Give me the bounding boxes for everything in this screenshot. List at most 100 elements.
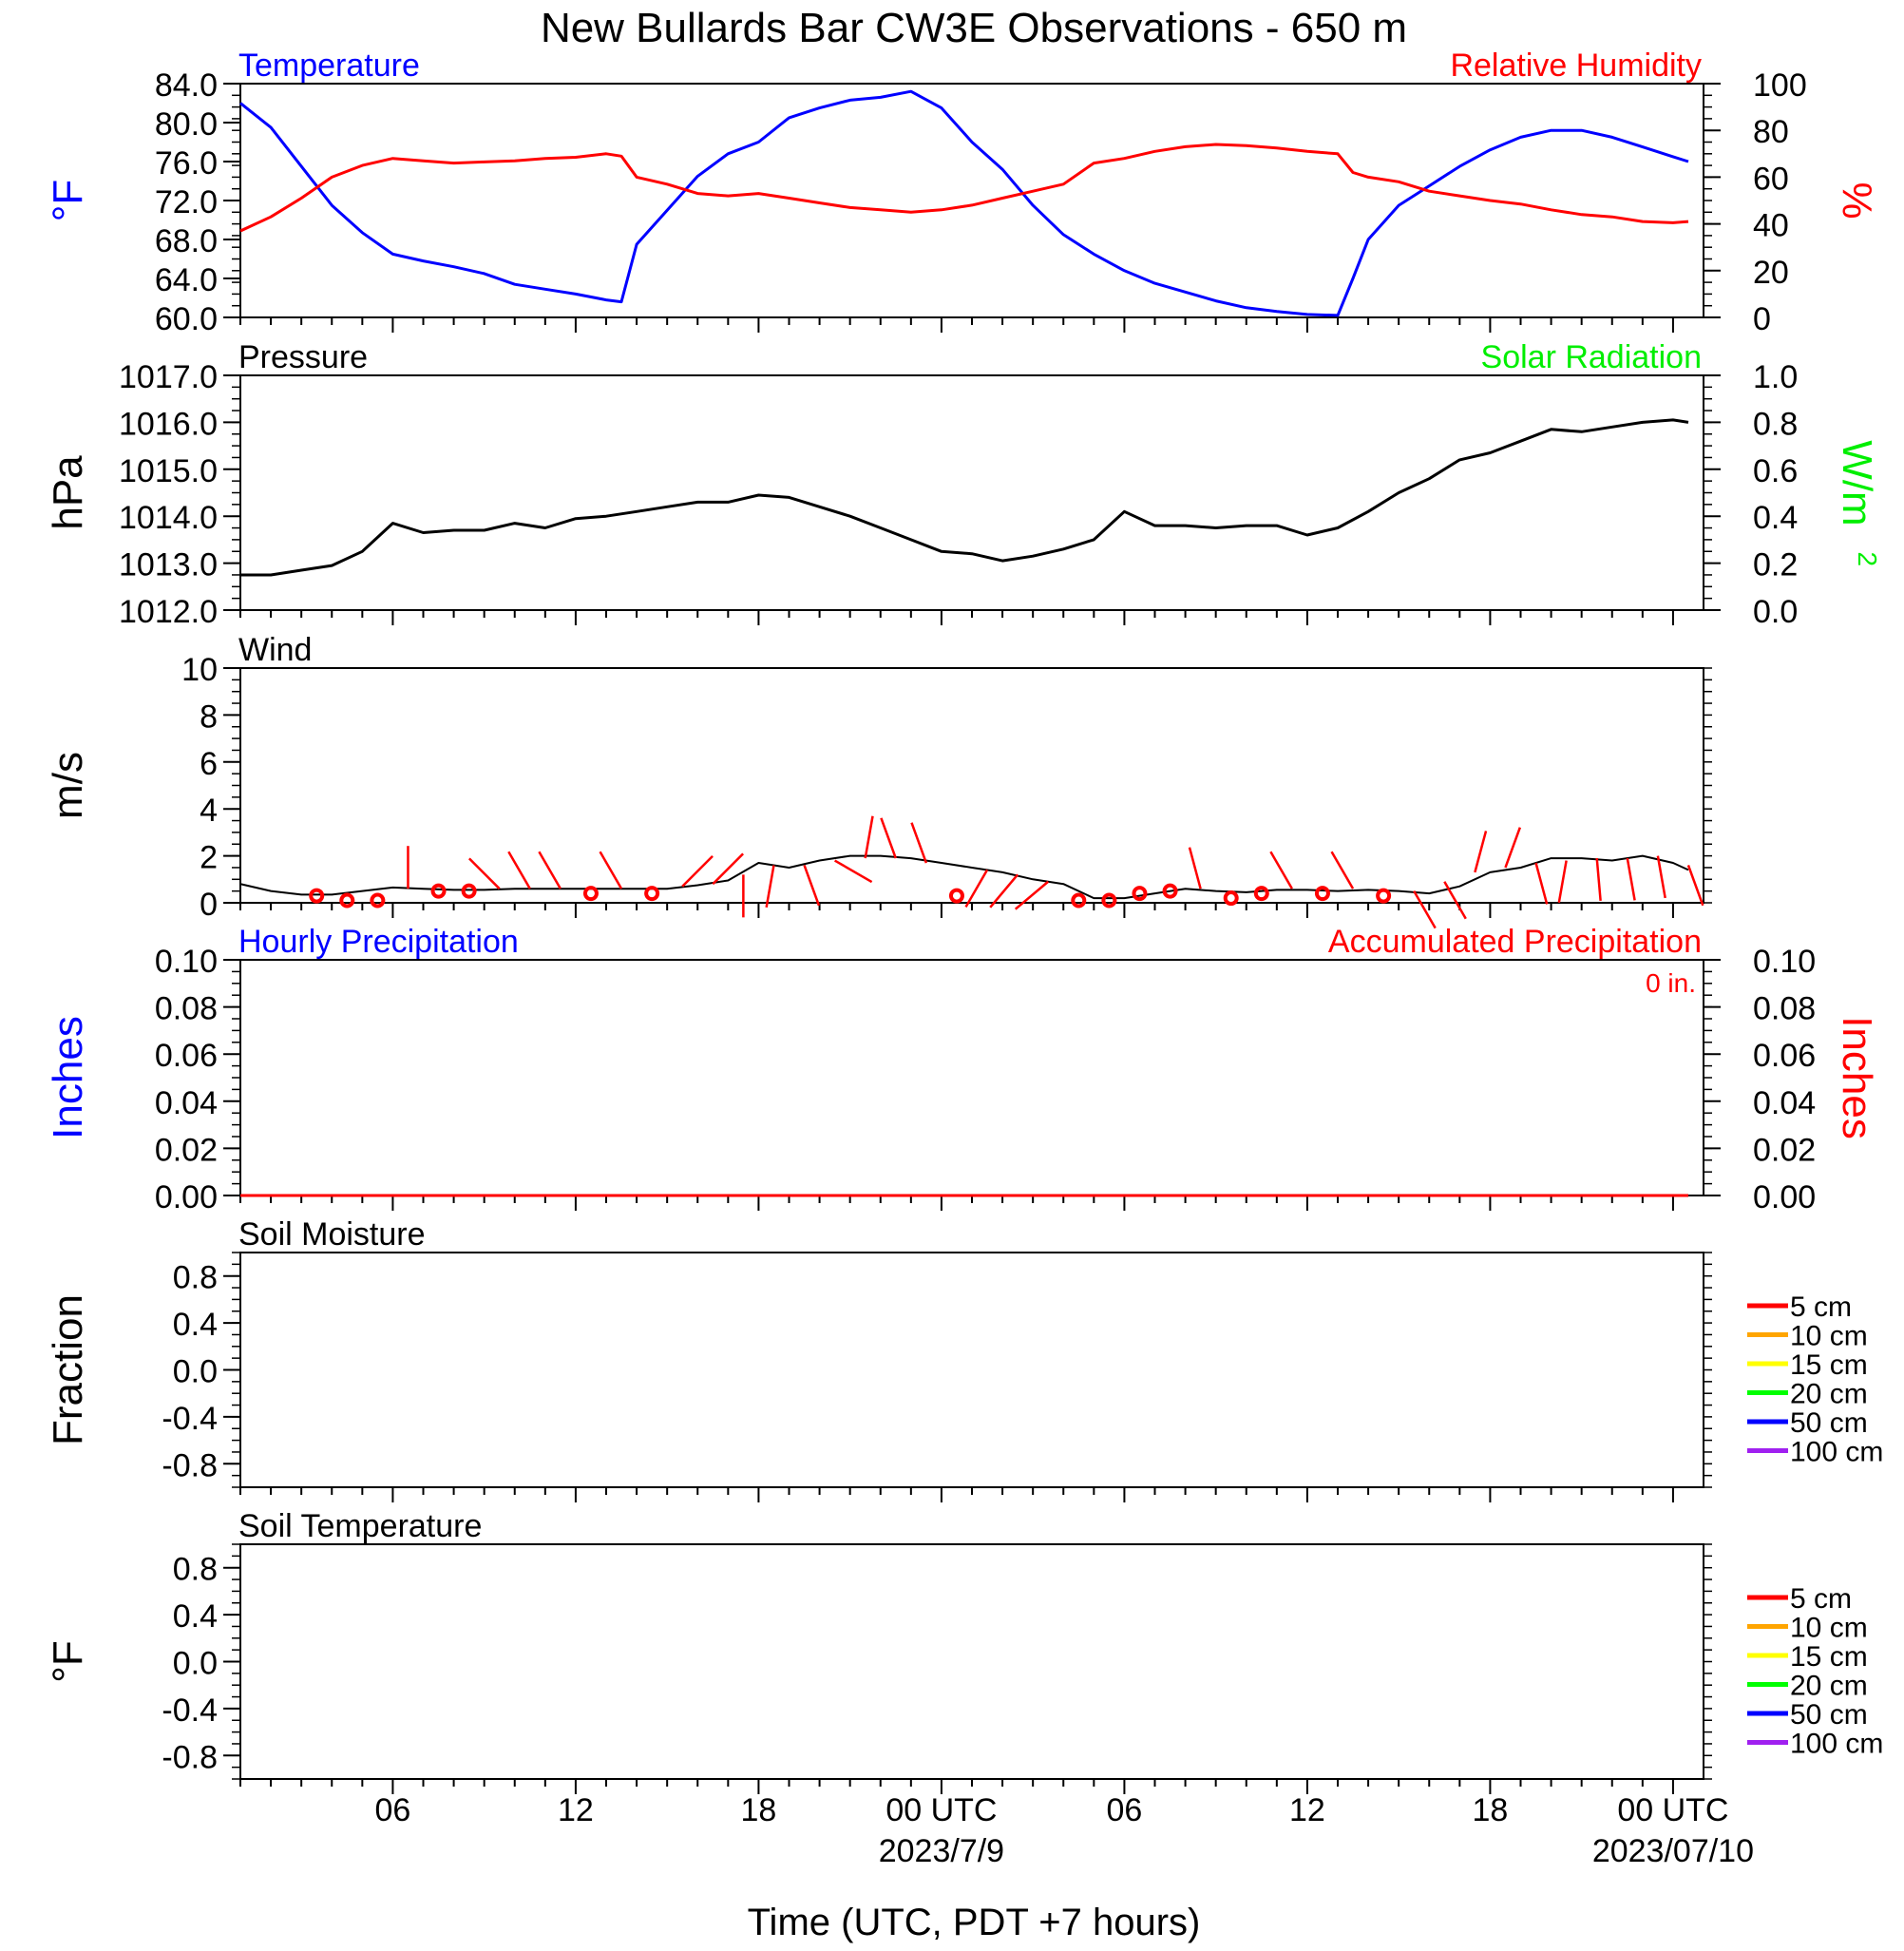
y-tick-label-right: 0.10 xyxy=(1753,944,1816,980)
y-tick-label-left: 0.0 xyxy=(173,1354,218,1390)
wind-barb xyxy=(1413,890,1437,929)
panel-title-right: Accumulated Precipitation xyxy=(1328,924,1702,960)
legend-label: 50 cm xyxy=(1790,1699,1868,1731)
y-tick-label-left: 72.0 xyxy=(155,184,218,220)
y-axis-title-left: Inches xyxy=(45,1016,91,1139)
y-tick-label-left: 0.4 xyxy=(173,1598,218,1635)
panel-title-left: Temperature xyxy=(238,48,420,84)
panel-frame xyxy=(239,1252,1704,1488)
panel-title-left: Wind xyxy=(238,632,312,668)
y-tick-label-left: 64.0 xyxy=(155,262,218,298)
wind-barb-calm xyxy=(1162,883,1178,899)
wind-barb xyxy=(712,852,744,886)
y-tick-label-left: 80.0 xyxy=(155,106,218,143)
wind-barb xyxy=(1269,851,1293,889)
panel-precipitation: 0.10 0.08 0.06 0.04 0.02 0.00 0.10 0.08 0.06 0.04… xyxy=(45,924,1880,1215)
legend-label: 15 cm xyxy=(1790,1641,1868,1673)
y-axis-title-right: W/m xyxy=(1834,440,1880,526)
y-tick-label-right: 0.8 xyxy=(1753,406,1798,442)
panels-layer: 84.080.076.072.068.064.060.0100806040200… xyxy=(45,48,1883,1794)
y-tick-label-left: 1016.0 xyxy=(119,406,218,442)
y-tick-label-left: 0.8 xyxy=(173,1552,218,1588)
y-tick-label-right: 20 xyxy=(1753,255,1789,291)
wind-barb xyxy=(1330,851,1355,889)
y-tick-label-right: 0.2 xyxy=(1753,547,1798,583)
wind-barb-calm xyxy=(1101,892,1117,909)
wind-barb xyxy=(1656,855,1666,899)
y-tick-label-right: 0.4 xyxy=(1753,500,1798,536)
y-tick-label-left: -0.4 xyxy=(162,1693,218,1729)
y-tick-label-left: 1012.0 xyxy=(119,594,218,630)
y-tick-label-left: 2 xyxy=(200,840,218,876)
panel-wind: 10 8 6 4 2 0 Wind m/s xyxy=(45,632,1712,929)
x-date-label: 2023/7/9 xyxy=(879,1833,1004,1869)
x-axis-labels: 06 12 18 00 UTC 06 12 18 00 UTC 2023/7/9 2023/07/… xyxy=(375,1792,1754,1869)
y-tick-label-left: 84.0 xyxy=(155,67,218,104)
y-axis-title-right: % xyxy=(1834,182,1880,219)
y-tick-label-right: 1.0 xyxy=(1753,359,1798,395)
wind-barb xyxy=(765,865,775,909)
wind-barb-calm xyxy=(1253,886,1269,902)
wind-barb-calm xyxy=(309,888,325,904)
x-axis-title: Time (UTC, PDT +7 hours) xyxy=(748,1902,1201,1943)
x-tick-label: 00 UTC xyxy=(885,1792,997,1828)
y-tick-label-left: -0.8 xyxy=(162,1739,218,1775)
legend-label: 15 cm xyxy=(1790,1349,1868,1381)
y-tick-label-left: 0.0 xyxy=(173,1646,218,1682)
y-tick-label-right: 40 xyxy=(1753,208,1789,244)
wind-barb-calm xyxy=(1132,886,1148,902)
y-axis-title-right-group: W/m 2 xyxy=(1834,440,1882,566)
wind-speed-line xyxy=(239,854,1689,900)
x-tick-label: 18 xyxy=(741,1792,777,1828)
y-axis-title-left: m/s xyxy=(45,752,91,819)
wind-barb xyxy=(468,857,501,890)
wind-barb xyxy=(681,855,714,888)
y-axis-title-right-exponent: 2 xyxy=(1853,552,1882,567)
y-tick-label-left: 0.02 xyxy=(155,1132,218,1168)
y-tick-label-left: 10 xyxy=(181,652,218,688)
panel-frame xyxy=(239,959,1704,1196)
wind-barb-calm xyxy=(644,886,660,902)
y-axis-title-left: °F xyxy=(45,1640,91,1682)
legend-label: 20 cm xyxy=(1790,1379,1868,1410)
legend-label: 10 cm xyxy=(1790,1613,1868,1644)
pressure-line xyxy=(240,418,1689,577)
panel-soil_moisture: 0.8 0.4 0.0 -0.4 -0.8 Soil Moisture Fraction 5 … xyxy=(45,1216,1883,1502)
wind-barb xyxy=(599,851,623,889)
y-tick-label-left: 60.0 xyxy=(155,301,218,337)
y-tick-label-right: 0 xyxy=(1753,301,1771,337)
y-tick-label-left: 0.4 xyxy=(173,1307,218,1343)
panel-title-right: Relative Humidity xyxy=(1450,48,1702,84)
y-tick-label-left: 76.0 xyxy=(155,145,218,182)
wind-barb xyxy=(1474,831,1488,873)
panel-frame xyxy=(239,374,1704,611)
legend-label: 5 cm xyxy=(1790,1291,1852,1323)
wind-barb-calm xyxy=(339,892,355,909)
y-tick-label-right: 0.6 xyxy=(1753,453,1798,489)
panel-title-left: Soil Moisture xyxy=(238,1216,426,1253)
wind-barb xyxy=(864,815,874,859)
legend-label: 100 cm xyxy=(1790,1729,1883,1760)
wind-barb xyxy=(910,822,928,864)
wind-barb xyxy=(1188,847,1202,889)
figure-title: New Bullards Bar CW3E Observations - 650… xyxy=(541,5,1407,51)
y-tick-label-left: 0.8 xyxy=(173,1260,218,1296)
y-tick-label-left: 68.0 xyxy=(155,223,218,259)
x-tick-label: 12 xyxy=(1289,1792,1325,1828)
y-tick-label-left: 0 xyxy=(200,887,218,923)
panel-frame xyxy=(239,1543,1704,1780)
panel-temperature_humidity: 84.080.076.072.068.064.060.0 100 80 60 40 20 0… xyxy=(45,48,1880,337)
legend-label: 10 cm xyxy=(1790,1321,1868,1352)
y-tick-label-left: 0.04 xyxy=(155,1085,218,1121)
y-tick-label-left: 8 xyxy=(200,698,218,735)
wind-barb xyxy=(833,859,873,884)
wind-barb xyxy=(1595,857,1602,902)
wind-barb xyxy=(1504,827,1522,869)
wind-barb xyxy=(964,869,989,909)
y-tick-label-right: 60 xyxy=(1753,161,1789,197)
wind-barb-calm xyxy=(1314,886,1330,902)
y-tick-label-left: 0.08 xyxy=(155,991,218,1027)
y-tick-label-left: -0.8 xyxy=(162,1447,218,1483)
